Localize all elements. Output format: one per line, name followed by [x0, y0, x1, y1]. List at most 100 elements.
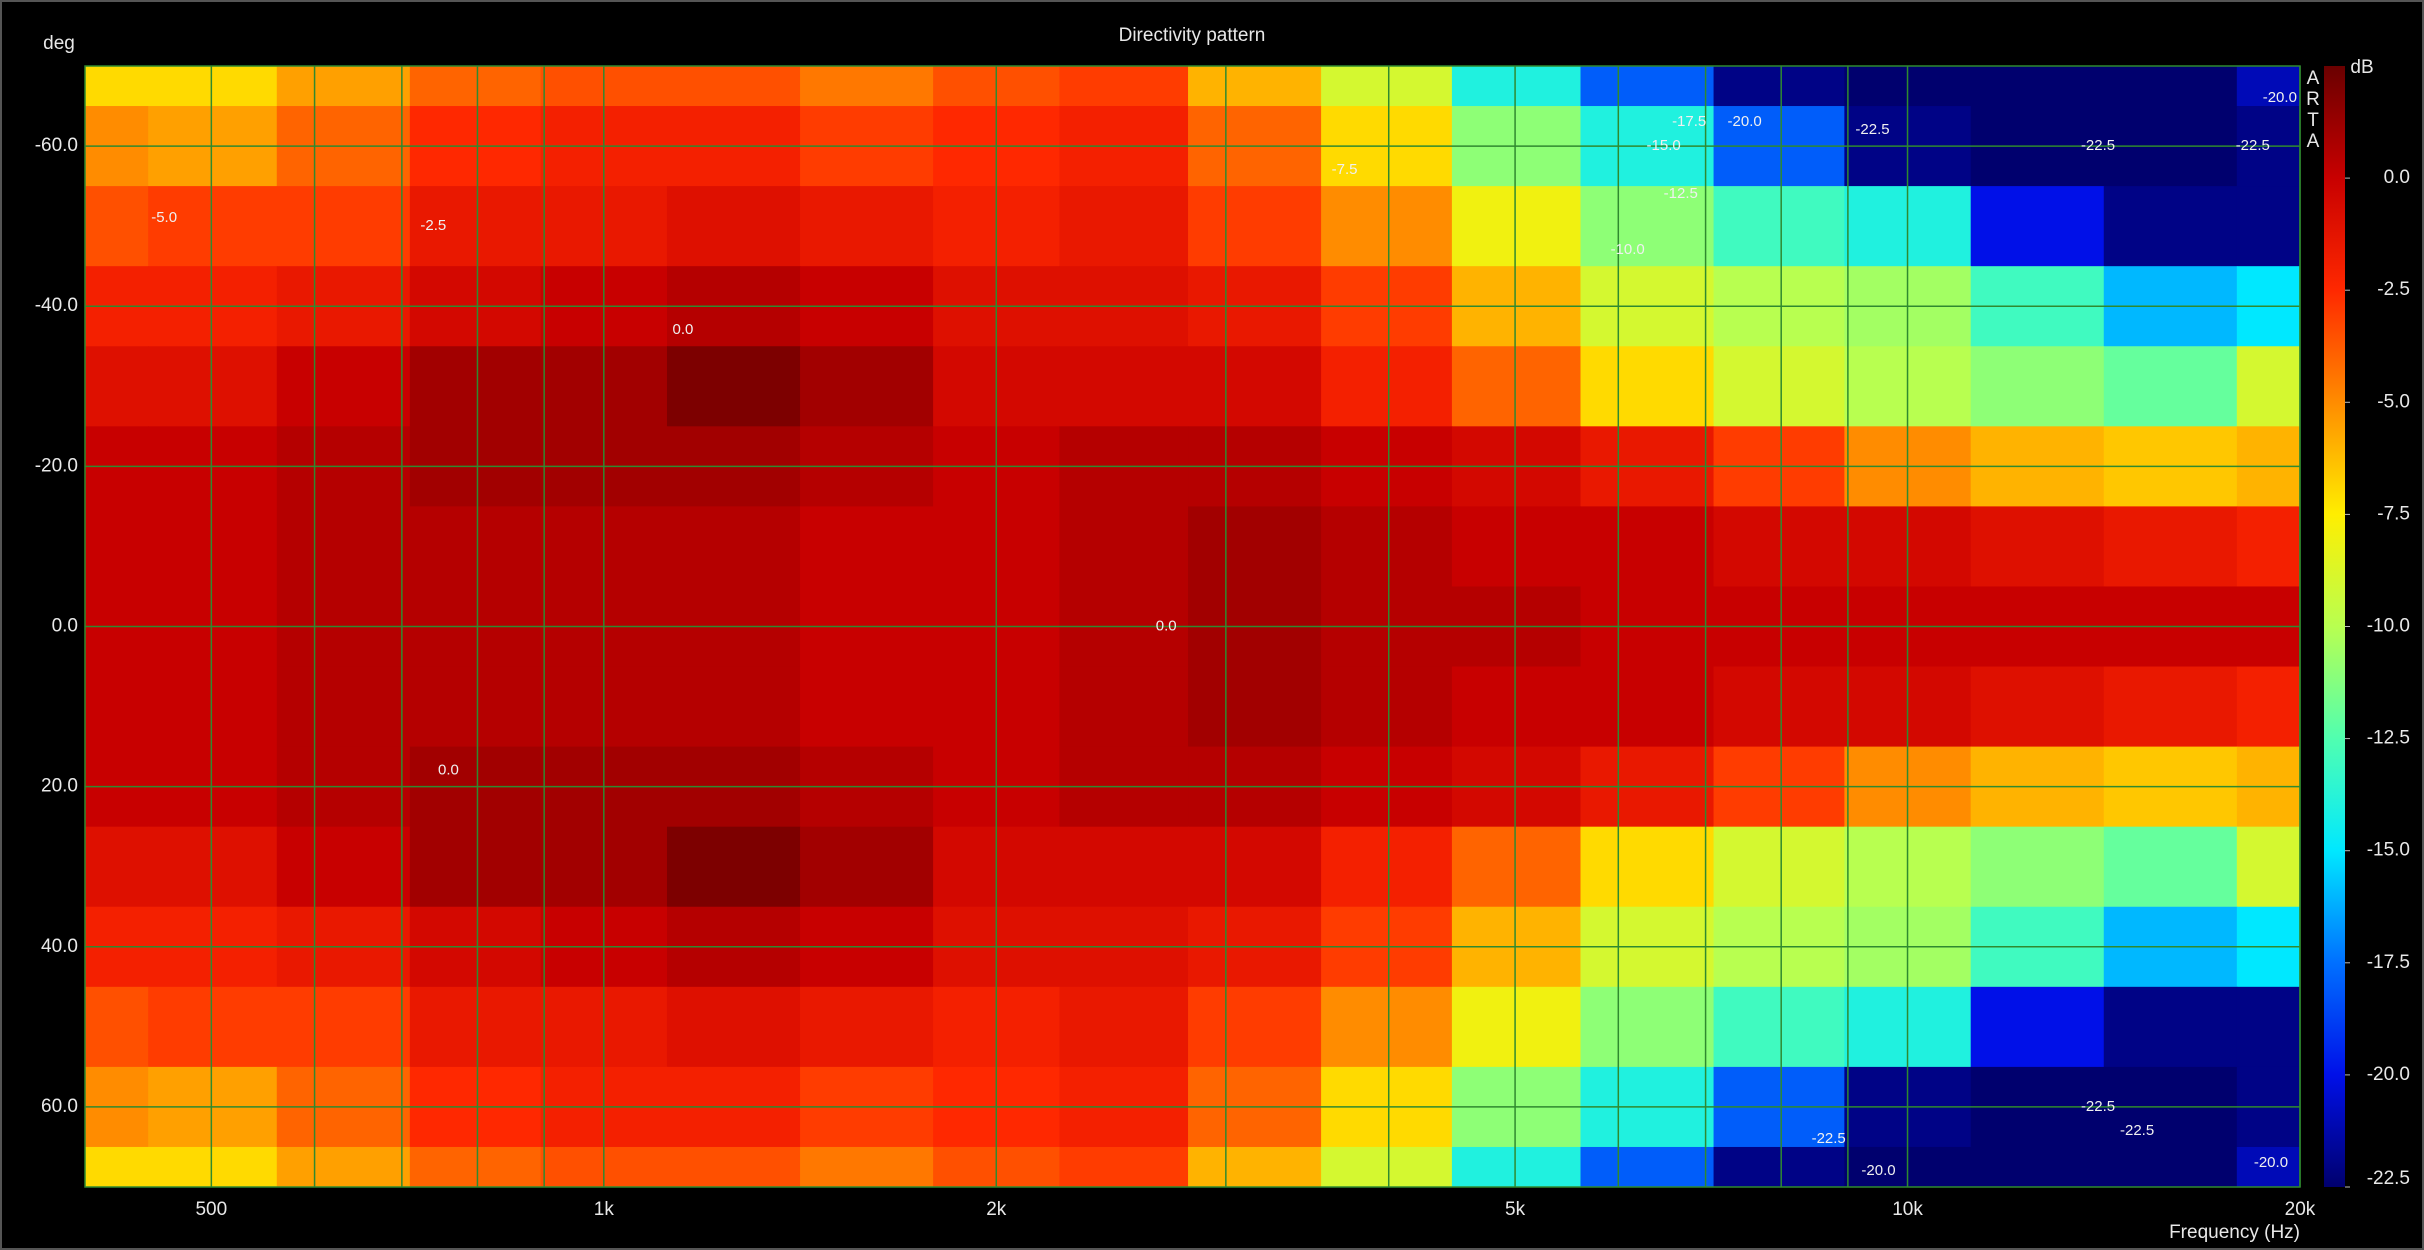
heatmap-cell	[1580, 986, 1715, 1068]
heatmap-cell	[666, 506, 801, 588]
contour-label: -12.5	[1664, 185, 1698, 202]
colorbar-label: dB	[2350, 57, 2373, 78]
heatmap-cell	[1188, 346, 1322, 427]
heatmap-cell	[409, 186, 542, 267]
heatmap-cell	[666, 346, 801, 427]
heatmap-cell	[1321, 346, 1453, 427]
heatmap-cell	[666, 66, 801, 107]
x-tick-label: 500	[195, 1199, 227, 1220]
contour-label: -22.5	[2120, 1122, 2154, 1139]
colorbar-tick-label: -12.5	[2367, 728, 2410, 749]
x-tick-label: 20k	[2285, 1199, 2316, 1220]
heatmap-cell	[1188, 826, 1322, 908]
heatmap-cell	[1580, 506, 1715, 588]
heatmap-cell	[276, 826, 411, 908]
x-tick-label: 10k	[1892, 1199, 1923, 1220]
heatmap-cell	[1321, 986, 1453, 1068]
contour-label: -22.5	[2236, 137, 2270, 154]
heatmap-cell	[2103, 346, 2238, 427]
heatmap-cell	[276, 1146, 411, 1187]
heatmap-cell	[148, 986, 278, 1068]
heatmap-cell	[409, 506, 542, 588]
contour-label: 0.0	[1156, 617, 1177, 634]
heatmap-cell	[2236, 826, 2300, 908]
watermark: ARTA	[2303, 68, 2324, 152]
y-tick-label: 60.0	[41, 1096, 78, 1117]
heatmap-cell	[148, 346, 278, 427]
heatmap-cell	[666, 826, 801, 908]
heatmap-cell	[2236, 986, 2300, 1068]
heatmap-cell	[85, 666, 149, 748]
heatmap-cell	[1970, 986, 2105, 1068]
colorbar	[2324, 66, 2345, 1187]
heatmap-cell	[276, 346, 411, 427]
heatmap-cell	[1970, 666, 2105, 748]
heatmap-cell	[85, 186, 149, 267]
heatmap-cell	[1713, 826, 1845, 908]
heatmap-cell	[1059, 826, 1189, 908]
contour-label: -10.0	[1611, 241, 1645, 258]
heatmap-cell	[276, 986, 411, 1068]
heatmap-cell	[800, 826, 934, 908]
contour-label: -22.5	[1855, 121, 1889, 138]
y-tick-label: 20.0	[41, 776, 78, 797]
heatmap-cell	[800, 66, 934, 107]
heatmap-cell	[409, 986, 542, 1068]
heatmap-cell	[148, 666, 278, 748]
colorbar-tick-label: -10.0	[2367, 616, 2410, 637]
heatmap-cell	[85, 986, 149, 1068]
heatmap-cell	[1580, 826, 1715, 908]
y-axis-label: deg	[43, 33, 75, 54]
contour-label: -20.0	[1728, 113, 1762, 130]
colorbar-tick-label: -17.5	[2367, 952, 2410, 973]
contour-label: -20.0	[2263, 89, 2297, 106]
y-tick-label: 40.0	[41, 936, 78, 957]
heatmap-cell	[2103, 826, 2238, 908]
x-axis-label: Frequency (Hz)	[2169, 1222, 2300, 1243]
heatmap-cell	[1970, 66, 2105, 107]
heatmap-cell	[1970, 506, 2105, 588]
heatmap-cell	[800, 186, 934, 267]
contour-label: -22.5	[2081, 137, 2115, 154]
contour-label: -22.5	[2081, 1098, 2115, 1115]
heatmap-cell	[1059, 66, 1189, 107]
contour-label: -20.0	[1861, 1162, 1895, 1179]
x-tick-label: 2k	[986, 1199, 1007, 1220]
heatmap-cell	[1713, 666, 1845, 748]
grid	[85, 66, 2301, 1187]
chart-title: Directivity pattern	[1119, 25, 1266, 46]
heatmap-cell	[1451, 66, 1582, 107]
heatmap-cell	[1451, 506, 1582, 588]
colorbar-tick-label: -15.0	[2367, 840, 2410, 861]
heatmap-cell	[85, 66, 149, 107]
heatmap-cell	[1713, 506, 1845, 588]
contour-label: -15.0	[1647, 137, 1681, 154]
heatmap-cell	[1059, 986, 1189, 1068]
x-tick-label: 1k	[594, 1199, 615, 1220]
heatmap-cell	[148, 506, 278, 588]
heatmap-cell	[2236, 346, 2300, 427]
heatmap-cell	[1321, 66, 1453, 107]
heatmap-cell	[1451, 346, 1582, 427]
heatmap-cell	[1970, 346, 2105, 427]
heatmap-cell	[2103, 506, 2238, 588]
heatmap-cell	[666, 666, 801, 748]
heatmap-cell	[1188, 186, 1322, 267]
heatmap-cell	[148, 66, 278, 107]
heatmap-cell	[1451, 986, 1582, 1068]
heatmap-cell	[1713, 186, 1845, 267]
heatmap-cell	[2103, 666, 2238, 748]
heatmap-cell	[1059, 346, 1189, 427]
heatmap-cell	[2103, 186, 2238, 267]
heatmap-cell	[1059, 506, 1189, 588]
heatmap-cell	[1321, 1146, 1453, 1187]
heatmap-cell	[1188, 506, 1322, 588]
heatmap-cell	[409, 666, 542, 748]
heatmap-cell	[276, 666, 411, 748]
heatmap-cell	[1713, 1146, 1845, 1187]
y-tick-label: 0.0	[52, 616, 78, 637]
heatmap-cell	[800, 1146, 934, 1187]
heatmap-cell	[2236, 186, 2300, 267]
contour-label: -20.0	[2254, 1154, 2288, 1171]
